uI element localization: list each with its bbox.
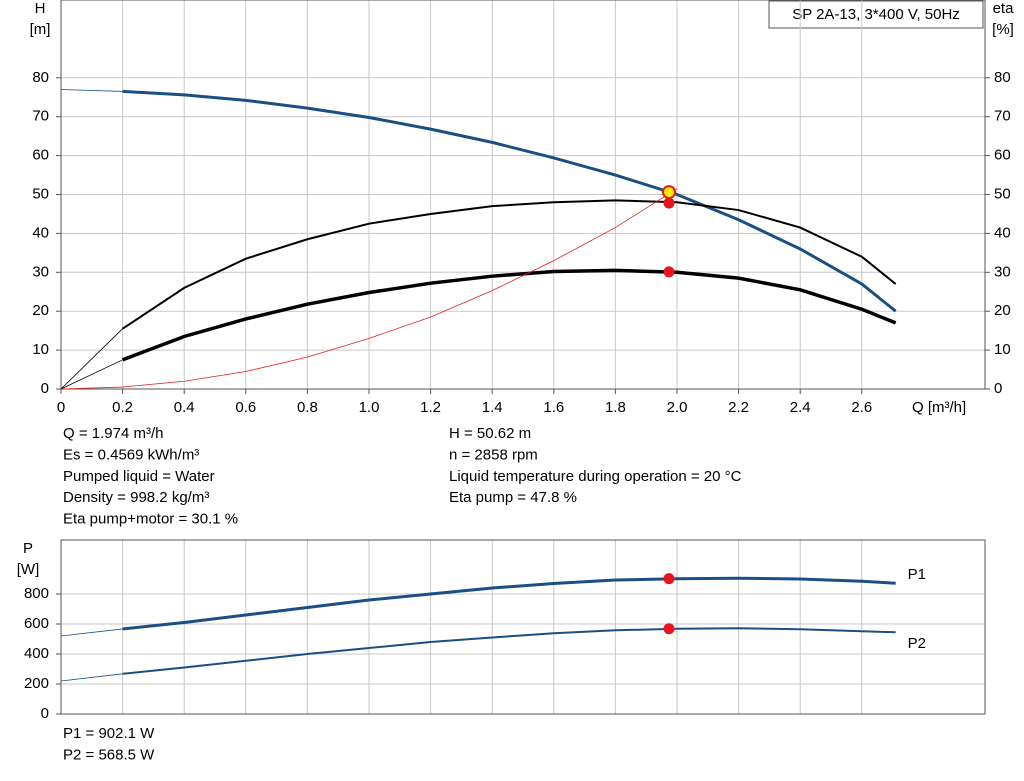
curve (122, 576, 896, 631)
x-tick-label: 1.4 (482, 399, 503, 416)
y2-tick-label: 40 (994, 224, 1011, 241)
x-tick-label: 2.2 (728, 399, 749, 416)
y-tick-label: 60 (32, 147, 49, 164)
info-text: n = 2858 rpm (449, 446, 538, 463)
legend-box (768, 0, 984, 29)
duty-point (663, 573, 675, 585)
y-tick-label: 80 (32, 69, 49, 86)
y2-tick-label: 0 (994, 380, 1002, 397)
x-tick-label: 1.6 (543, 399, 564, 416)
y2-tick-label: 30 (994, 263, 1011, 280)
x-tick-label: 2.6 (851, 399, 872, 416)
y2-unit: [%] (992, 21, 1014, 38)
y-tick-label: 50 (32, 185, 49, 202)
y-tick-label: 600 (24, 615, 49, 632)
y-tick-label: 200 (24, 675, 49, 692)
series-label: P1 (908, 566, 926, 583)
y-tick-label: 0 (41, 705, 49, 722)
duty-point (663, 197, 675, 209)
curve (60, 328, 123, 390)
x-tick-label: 0.2 (112, 399, 133, 416)
x-tick-label: 1.0 (359, 399, 380, 416)
info-text: Eta pump+motor = 30.1 % (63, 511, 238, 528)
y2-tick-label: 70 (994, 108, 1011, 125)
curve (122, 199, 897, 330)
y2-tick-label: 80 (994, 69, 1011, 86)
y-tick-label: 20 (32, 302, 49, 319)
y2-tick-label: 50 (994, 185, 1011, 202)
plot-frame (60, 539, 986, 715)
y2-tick-label: 20 (994, 302, 1011, 319)
curve (60, 359, 123, 390)
curve (60, 673, 123, 682)
y-tick-label: 70 (32, 108, 49, 125)
curve (121, 268, 897, 362)
y-tick-label: 400 (24, 645, 49, 662)
info-text: Es = 0.4569 kWh/m³ (63, 446, 199, 463)
y-unit: [m] (30, 21, 51, 38)
y-tick-label: 40 (32, 224, 49, 241)
x-label: Q [m³/h] (912, 399, 966, 416)
y-tick-label: 800 (24, 585, 49, 602)
y-tick-label: 10 (32, 341, 49, 358)
x-tick-label: 2.0 (667, 399, 688, 416)
info-text: P1 = 902.1 W (63, 725, 155, 742)
y-tick-label: 30 (32, 263, 49, 280)
duty-point (663, 266, 675, 278)
curve (60, 628, 123, 637)
x-tick-label: 0.8 (297, 399, 318, 416)
info-text: Density = 998.2 kg/m³ (63, 489, 209, 506)
info-text: Pumped liquid = Water (63, 468, 215, 485)
curve (60, 89, 123, 92)
y2-tick-label: 10 (994, 341, 1011, 358)
series-label: P2 (908, 635, 926, 652)
x-tick-label: 1.2 (420, 399, 441, 416)
y-unit: [W] (17, 561, 40, 578)
legend-title: SP 2A-13, 3*400 V, 50Hz (792, 6, 960, 23)
y-label: P (23, 540, 33, 557)
x-tick-label: 2.4 (790, 399, 811, 416)
info-text: Eta pump = 47.8 % (449, 489, 577, 506)
info-text: Liquid temperature during operation = 20… (449, 468, 742, 485)
y2-label: eta (993, 0, 1015, 17)
duty-point (661, 185, 676, 200)
curve (122, 627, 896, 675)
x-tick-label: 0.6 (235, 399, 256, 416)
info-text: P2 = 568.5 W (63, 746, 155, 763)
x-tick-label: 0 (57, 399, 65, 416)
y-tick-label: 0 (41, 380, 49, 397)
y2-tick-label: 60 (994, 147, 1011, 164)
x-tick-label: 1.8 (605, 399, 626, 416)
info-text: H = 50.62 m (449, 425, 531, 442)
curve (60, 188, 678, 390)
x-tick-label: 0.4 (174, 399, 195, 416)
duty-point (663, 623, 675, 635)
curve (122, 89, 897, 313)
info-text: Q = 1.974 m³/h (63, 425, 163, 442)
y-label: H (35, 0, 46, 17)
